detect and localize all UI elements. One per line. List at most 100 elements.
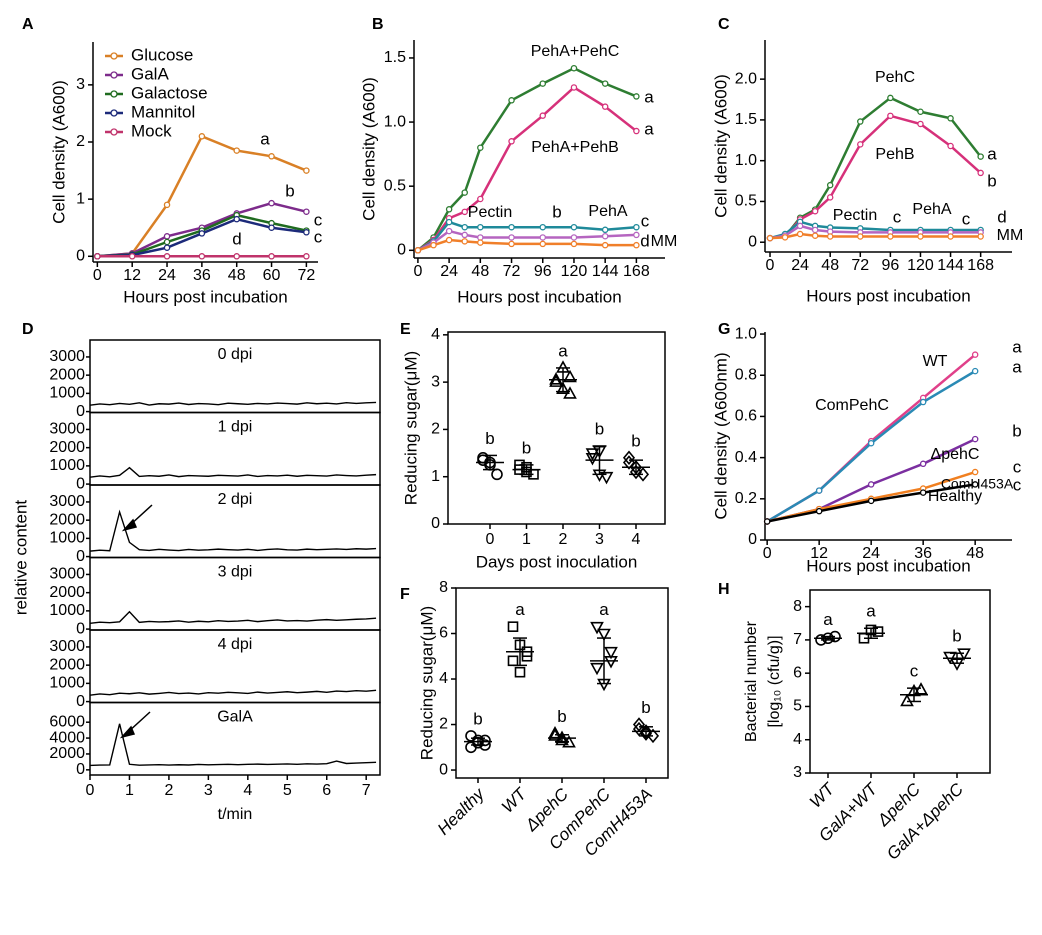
point	[639, 724, 653, 739]
point	[556, 381, 570, 395]
data-point	[917, 108, 924, 116]
plot-frame	[447, 331, 666, 525]
y-tick-label: 1.0	[384, 113, 406, 130]
data-point	[971, 481, 979, 488]
data-point	[917, 120, 924, 128]
y-tick-label: 1	[76, 190, 85, 207]
y-tick-label: 0	[439, 761, 448, 778]
x-axis-label: t/min	[218, 806, 253, 823]
y-tick-label: 0	[76, 693, 85, 710]
plot-frame	[809, 589, 991, 774]
y-tick-label: 0	[397, 242, 406, 259]
y-tick-label: 1.5	[735, 111, 757, 128]
y-tick-label: 0	[76, 475, 85, 492]
series-label: PehA	[912, 201, 951, 218]
y-tick-label: 3000	[49, 638, 85, 655]
point	[646, 728, 660, 744]
data-point	[570, 84, 578, 91]
data-point	[633, 93, 640, 100]
y-tick-label: 4000	[49, 729, 85, 746]
trace	[89, 610, 377, 624]
trace	[89, 509, 377, 552]
series-label: MM	[997, 227, 1024, 244]
series-label: PehB	[875, 146, 914, 163]
x-tick-label: 36	[914, 545, 932, 562]
data-point	[445, 218, 453, 226]
y-tick-label: 1.5	[384, 49, 406, 66]
significance-letter: d	[640, 231, 649, 250]
point	[872, 626, 884, 637]
legend-label: GalA	[131, 64, 169, 83]
y-tick-label: 3000	[49, 566, 85, 583]
significance-letter: d	[232, 229, 241, 248]
point	[622, 450, 636, 466]
x-axis-label: Hours post incubation	[806, 556, 970, 575]
data-point	[268, 153, 275, 160]
x-tick-label: 0	[763, 545, 772, 562]
y-tick-label: 4	[439, 670, 448, 687]
data-point	[633, 127, 640, 135]
data-point	[198, 133, 206, 140]
data-point	[508, 223, 515, 231]
panel-label: 0 dpi	[218, 346, 253, 363]
data-point	[303, 253, 310, 260]
x-tick-label: 0	[766, 257, 775, 274]
x-tick-label: 48	[228, 267, 246, 284]
significance-letter: a	[1012, 357, 1022, 376]
point	[549, 374, 563, 387]
point	[599, 471, 614, 485]
x-tick-label: 3	[204, 782, 213, 799]
y-tick-label: 0	[748, 531, 757, 548]
significance-letter: c	[314, 210, 323, 229]
x-tick-label: 1	[522, 531, 531, 548]
data-point	[857, 233, 864, 240]
significance-letter: b	[641, 698, 650, 717]
x-tick-label: 144	[937, 257, 964, 274]
x-tick-label: 168	[967, 257, 994, 274]
y-tick-label: 0	[76, 548, 85, 565]
data-point	[128, 253, 136, 260]
x-tick-label: 24	[158, 267, 176, 284]
x-tick-label: 12	[810, 545, 828, 562]
point	[563, 369, 577, 383]
data-point	[163, 233, 171, 240]
y-tick-label: 6000	[49, 713, 85, 730]
data-point	[947, 233, 954, 240]
data-point	[811, 226, 819, 234]
series-label: ΔpehC	[931, 446, 980, 463]
data-point	[268, 199, 275, 207]
data-point	[633, 223, 640, 231]
data-point	[857, 118, 864, 125]
x-tick-label: WT	[498, 783, 531, 816]
series-label: Pectin	[833, 207, 877, 224]
legend-label: Mannitol	[131, 102, 195, 121]
series-line	[417, 238, 637, 252]
data-point	[633, 231, 640, 239]
y-tick-label: 1.0	[735, 152, 757, 169]
x-axis-label: Hours post incubation	[123, 287, 287, 306]
panel-letter: F	[400, 586, 410, 603]
y-tick-label: 0.8	[735, 366, 757, 383]
trace	[89, 401, 377, 406]
point	[507, 621, 519, 632]
x-tick-label: 0	[93, 267, 102, 284]
data-point	[445, 227, 453, 235]
significance-letter: c	[641, 211, 650, 230]
data-point	[919, 460, 927, 468]
y-tick-label: 2000	[49, 656, 85, 673]
data-point	[867, 481, 875, 488]
data-point	[947, 115, 954, 122]
trace	[89, 723, 377, 767]
data-point	[198, 253, 206, 260]
data-point	[811, 207, 819, 215]
data-point	[233, 215, 240, 223]
x-tick-label: 0	[486, 531, 495, 548]
point	[590, 662, 604, 676]
point	[604, 656, 618, 669]
data-point	[917, 233, 924, 240]
data-point	[796, 230, 804, 238]
data-point	[539, 223, 547, 231]
data-point	[445, 206, 453, 213]
y-tick-label: 0.5	[384, 177, 406, 194]
